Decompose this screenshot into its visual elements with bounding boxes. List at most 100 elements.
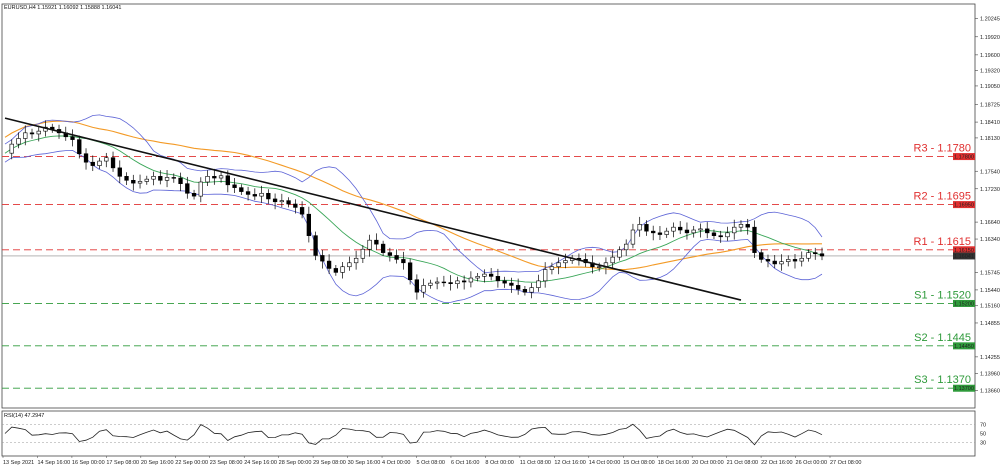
time-tick-label: 20 Sep 16:00 (141, 460, 174, 466)
candle-body (245, 191, 251, 195)
price-tag (953, 252, 975, 260)
candle-body (9, 143, 14, 154)
candle-body (732, 226, 737, 234)
candle-body (110, 157, 116, 169)
price-tick-label: 1.16340 (980, 237, 1000, 243)
candle-body (299, 207, 305, 215)
level-label: S3 - 1.1370 (914, 374, 971, 386)
price-tick-label: 1.14255 (980, 355, 1000, 361)
candle-body (441, 281, 447, 284)
candle-body (70, 136, 75, 140)
candle-body (83, 153, 89, 163)
level-label: S2 - 1.1445 (914, 332, 971, 344)
level-label: R2 - 1.1695 (914, 191, 971, 203)
time-tick-label: 28 Sep 00:00 (279, 460, 312, 466)
price-tag-label: 1.14450 (954, 344, 974, 350)
price-tag-label: 1.16150 (954, 248, 974, 254)
price-tag (953, 384, 975, 392)
rsi-line (4, 423, 823, 446)
candle-body (77, 139, 82, 155)
price-tick-label: 1.16640 (980, 220, 1000, 226)
candle-body (718, 235, 723, 238)
time-tick-label: 12 Oct 16:00 (554, 460, 586, 466)
time-tick-label: 22 Oct 16:00 (761, 460, 793, 466)
candle-body (104, 157, 109, 162)
time-tick-label: 11 Oct 08:00 (520, 460, 551, 466)
time-tick-label: 16 Sep 00:00 (72, 460, 105, 466)
time-tick-label: 24 Sep 16:00 (244, 460, 277, 466)
candle-body (185, 183, 190, 194)
rsi-header: RSI(14) 47.2947 (4, 413, 44, 419)
price-tick-label: 1.15745 (980, 271, 1000, 277)
ma-long-line (4, 120, 822, 271)
candle-body (333, 268, 339, 273)
price-tick-label: 1.19920 (980, 35, 1000, 41)
candle-body (637, 224, 642, 231)
time-axis: 13 Sep 2021 14 Sep 16:00 16 Sep 00:00 17 Se… (2, 456, 862, 466)
time-tick-label: 6 Oct 16:00 (451, 460, 479, 466)
price-tick-label: 1.15160 (980, 304, 1000, 310)
candle-body (272, 198, 278, 203)
candle-body (144, 178, 149, 182)
bollinger-lower (4, 149, 823, 303)
candle-body (468, 277, 474, 283)
price-tag-label: 1.13700 (954, 386, 974, 392)
candle-body (799, 257, 804, 262)
time-tick-label: 8 Oct 00:00 (485, 460, 513, 466)
price-tick-label: 1.17230 (980, 187, 1000, 193)
price-tick-label: 1.19050 (980, 84, 1000, 90)
candle-body (320, 255, 325, 262)
rsi-tick-label: 50 (980, 432, 986, 438)
candle-body (671, 226, 676, 232)
candle-body (738, 224, 744, 228)
price-tick-label: 1.20245 (980, 16, 1000, 22)
candle-body (286, 200, 291, 205)
candle-body (394, 255, 399, 260)
time-tick-label: 22 Sep 00:00 (175, 460, 208, 466)
candle-body (502, 280, 507, 284)
candle-body (475, 276, 480, 279)
candle-body (387, 252, 393, 256)
time-tick-label: 15 Oct 08:00 (623, 460, 655, 466)
candle-body (691, 229, 696, 234)
candle-body (536, 280, 541, 288)
candle-body (779, 261, 784, 265)
price-tag (953, 201, 975, 209)
candle-body (171, 177, 176, 179)
candle-body (651, 230, 656, 234)
candle-body (765, 259, 771, 262)
candle-body (218, 175, 224, 179)
candle-body (461, 280, 467, 283)
candle-body (367, 239, 372, 250)
price-tick-label: 1.19320 (980, 69, 1000, 75)
candle-body (97, 160, 102, 166)
time-tick-label: 20 Oct 00:00 (692, 460, 724, 466)
candle-body (117, 167, 122, 177)
price-axis: 1.20245 1.19920 1.19600 1.19320 1.19050 1.187… (975, 16, 1000, 394)
candle-body (711, 232, 717, 236)
candle-body (617, 249, 622, 258)
candle-body (813, 252, 818, 255)
price-tag (953, 299, 975, 307)
candle-body (380, 243, 386, 253)
candle-body (313, 235, 318, 256)
price-tick-label: 1.18410 (980, 120, 1000, 126)
candle-body (279, 200, 284, 203)
candle-body (239, 187, 244, 192)
candle-body (212, 176, 217, 179)
ma-short-line (4, 135, 823, 283)
time-tick-label: 23 Sep 08:00 (210, 460, 243, 466)
rsi-frame (1, 410, 976, 457)
candle-body (630, 229, 636, 245)
candle-body (819, 253, 825, 257)
price-tick-label: 1.17540 (980, 169, 1000, 175)
price-tag-label: 1.15200 (954, 301, 974, 307)
candle-body (428, 282, 433, 286)
price-tick-label: 1.15440 (980, 288, 1000, 294)
candle-body (225, 175, 230, 186)
time-tick-label: 21 Oct 08:00 (727, 460, 759, 466)
candle-body (401, 259, 406, 264)
time-tick-label: 5 Oct 08:00 (417, 460, 445, 466)
